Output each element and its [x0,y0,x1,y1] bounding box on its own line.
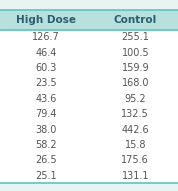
Text: 168.0: 168.0 [122,79,149,88]
Bar [0,10,178,30]
Text: 60.3: 60.3 [36,63,57,73]
Text: 255.1: 255.1 [121,32,149,42]
Text: 132.5: 132.5 [121,109,149,119]
Text: 131.1: 131.1 [122,171,149,181]
Text: 46.4: 46.4 [36,48,57,58]
Text: 26.5: 26.5 [35,155,57,165]
Text: 79.4: 79.4 [36,109,57,119]
Text: 38.0: 38.0 [36,125,57,134]
Text: High Dose: High Dose [16,15,76,25]
Text: 126.7: 126.7 [32,32,60,42]
Text: 43.6: 43.6 [36,94,57,104]
Text: 175.6: 175.6 [121,155,149,165]
Text: 100.5: 100.5 [121,48,149,58]
Text: 95.2: 95.2 [124,94,146,104]
Text: Control: Control [114,15,157,25]
Text: 58.2: 58.2 [35,140,57,150]
Text: 23.5: 23.5 [35,79,57,88]
Text: 442.6: 442.6 [121,125,149,134]
Text: 159.9: 159.9 [121,63,149,73]
Bar [0,30,178,183]
Text: 15.8: 15.8 [125,140,146,150]
Text: 25.1: 25.1 [35,171,57,181]
